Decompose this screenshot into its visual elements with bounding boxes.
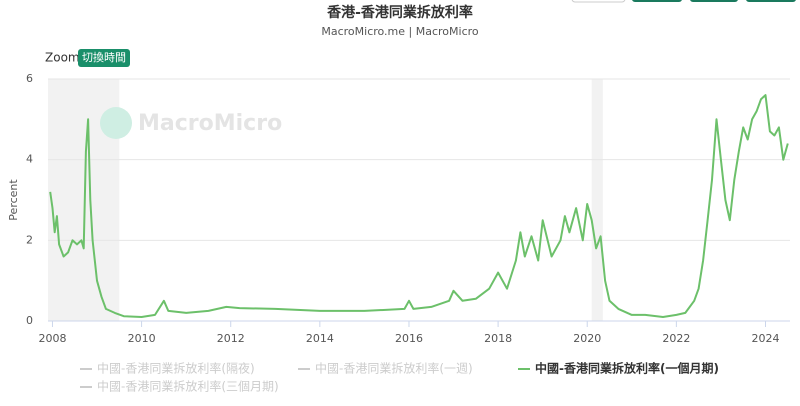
series-line xyxy=(49,94,789,318)
zoom-button-label[interactable]: 切換時間 xyxy=(82,51,126,64)
y-axis-title: Percent xyxy=(7,179,20,221)
watermark: MacroMicro xyxy=(138,111,282,136)
y-tick-label: 6 xyxy=(26,72,33,85)
y-tick-label: 2 xyxy=(26,233,33,246)
y-tick-label: 0 xyxy=(26,314,33,327)
legend-label[interactable]: 中國-香港同業拆放利率(一週) xyxy=(315,361,473,376)
zoom-button[interactable] xyxy=(78,49,130,67)
x-tick-label: 2012 xyxy=(217,332,245,345)
watermark-logo xyxy=(100,107,132,139)
top-button[interactable] xyxy=(571,0,626,3)
y-tick-label: 4 xyxy=(26,153,33,166)
x-tick-label: 2018 xyxy=(484,332,512,345)
top-button[interactable] xyxy=(690,0,738,2)
x-tick-label: 2024 xyxy=(751,332,779,345)
legend-label[interactable]: 中國-香港同業拆放利率(隔夜) xyxy=(97,361,255,376)
chart-title: 香港-香港同業拆放利率 xyxy=(326,4,473,21)
shaded-range xyxy=(591,79,603,321)
legend-label[interactable]: 中國-香港同業拆放利率(一個月期) xyxy=(535,361,719,376)
x-tick-label: 2008 xyxy=(38,332,66,345)
x-tick-label: 2010 xyxy=(128,332,156,345)
chart-subtitle: MacroMicro.me | MacroMicro xyxy=(321,25,479,38)
top-button[interactable] xyxy=(746,0,796,2)
x-tick-label: 2016 xyxy=(395,332,423,345)
x-tick-label: 2014 xyxy=(306,332,334,345)
legend-label[interactable]: 中國-香港同業拆放利率(三個月期) xyxy=(97,379,279,394)
top-button[interactable] xyxy=(632,0,682,2)
x-tick-label: 2022 xyxy=(662,332,690,345)
zoom-label: Zoom xyxy=(45,51,80,65)
x-tick-label: 2020 xyxy=(573,332,601,345)
